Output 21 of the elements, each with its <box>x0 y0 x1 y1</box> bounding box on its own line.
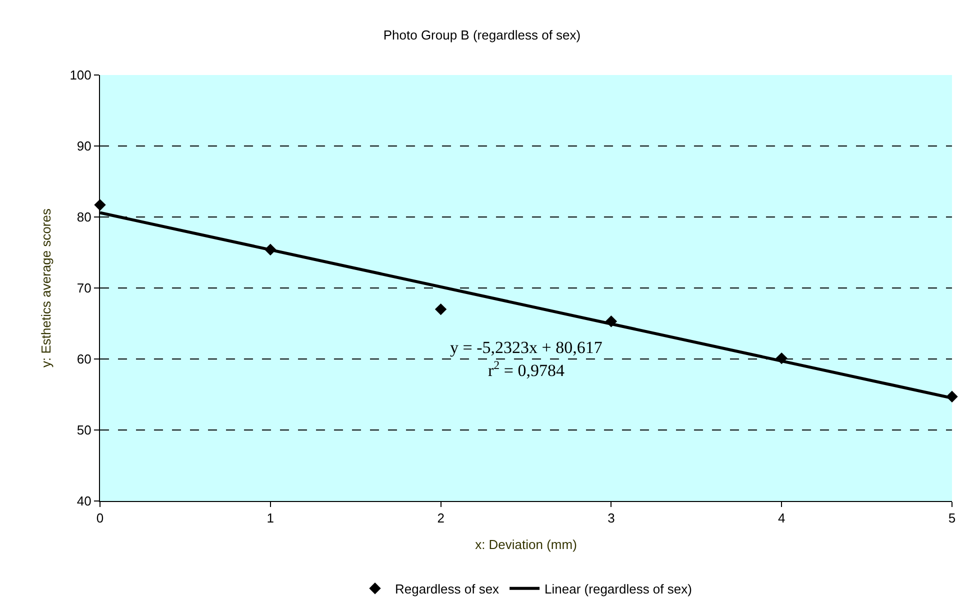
y-tick-label: 50 <box>76 422 92 438</box>
y-tick-label: 60 <box>76 352 92 367</box>
y-tick-label: 70 <box>76 280 92 296</box>
x-tick-label: 5 <box>948 510 956 526</box>
y-axis-title: y: Esthetics average scores <box>38 208 54 368</box>
y-tick-label: 90 <box>76 138 92 154</box>
y-tick-label: 80 <box>76 210 92 225</box>
annotation: y = -5,2323x + 80,617 <box>450 338 603 357</box>
chart-title: Photo Group B (regardless of sex) <box>383 28 581 43</box>
x-tick-label: 2 <box>437 510 444 526</box>
x-tick-label: 3 <box>608 510 615 526</box>
x-axis-title: x: Deviation (mm) <box>475 537 577 552</box>
legend-label: Regardless of sex <box>395 581 500 596</box>
x-tick-label: 4 <box>778 510 786 526</box>
x-tick-label: 1 <box>266 510 274 526</box>
annotation: r$^{2}$ = 0,9784 <box>488 358 565 380</box>
x-tick-label: 0 <box>96 510 104 526</box>
y-tick-label: 100 <box>70 68 92 83</box>
y-tick-label: 40 <box>76 494 92 509</box>
legend-label: Linear (regardless of sex) <box>544 581 692 596</box>
point <box>434 303 447 316</box>
